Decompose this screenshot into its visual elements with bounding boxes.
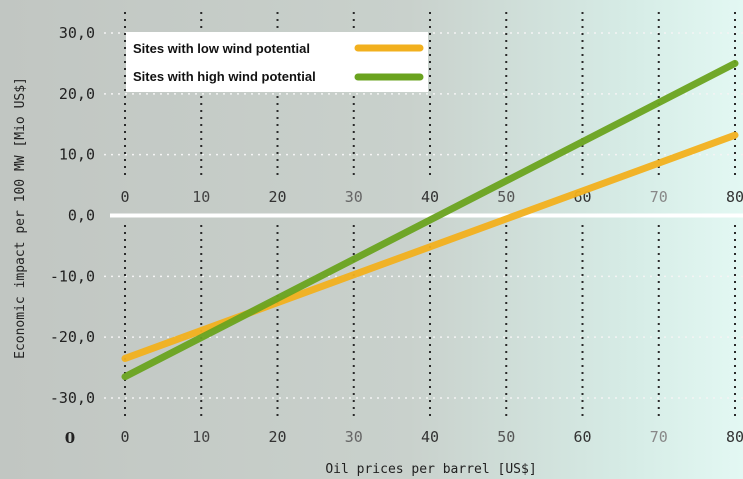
y-tick-label: 20,0 [59, 85, 95, 103]
legend-box [126, 32, 428, 92]
x-tick-label: 70 [650, 428, 668, 446]
x-tick-label: 30 [345, 428, 363, 446]
x-tick-label: 80 [726, 428, 743, 446]
x-tick-label: 20 [268, 428, 286, 446]
x-tick-label: 0 [120, 428, 129, 446]
x-axis-title: Oil prices per barrel [US$] [325, 462, 536, 477]
x-tick-label: 60 [573, 428, 591, 446]
x-tick-label: 40 [421, 188, 439, 206]
series-lines [121, 59, 739, 381]
x-tick-label: 70 [650, 188, 668, 206]
y-tick-label: 30,0 [59, 24, 95, 42]
x-tick-label: 50 [497, 428, 515, 446]
y-tick-label: -30,0 [50, 389, 95, 407]
y-tick-labels: 30,0 20,0 10,0 0,0 -10,0 -20,0 -30,0 [50, 24, 95, 407]
y-tick-label: -20,0 [50, 328, 95, 346]
legend-label-low: Sites with low wind potential [133, 41, 310, 56]
x-tick-label: 50 [497, 188, 515, 206]
legend-label-high: Sites with high wind potential [133, 69, 316, 84]
x-tick-label: 0 [120, 188, 129, 206]
x-tick-label: 10 [192, 428, 210, 446]
series-line-high-wind [121, 59, 739, 381]
x-tick-label: 80 [726, 188, 743, 206]
corner-label: 0 [65, 429, 75, 447]
x-tick-label: 10 [192, 188, 210, 206]
x-tick-label: 30 [345, 188, 363, 206]
y-tick-label: 10,0 [59, 146, 95, 164]
x-tick-label: 20 [268, 188, 286, 206]
y-tick-label: -10,0 [50, 267, 95, 285]
legend: Sites with low wind potential Sites with… [126, 32, 428, 92]
y-tick-label: 0,0 [68, 207, 95, 225]
x-tick-label: 40 [421, 428, 439, 446]
y-axis-title: Economic impact per 100 MW [Mio US$] [13, 77, 28, 359]
